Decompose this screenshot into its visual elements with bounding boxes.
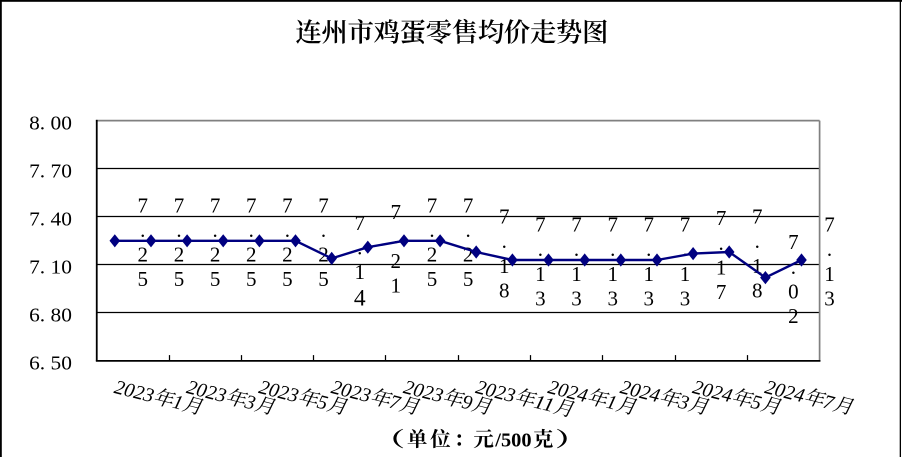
svg-text:.: . [791,255,796,279]
svg-text:.: . [755,229,760,253]
svg-text:7: 7 [427,193,438,217]
svg-text:1: 1 [752,254,763,278]
svg-text:.: . [646,237,651,261]
svg-text:7: 7 [571,213,582,237]
svg-text:7: 7 [716,280,727,304]
svg-text:3: 3 [824,286,835,310]
svg-text:.: . [538,237,543,261]
svg-text:3: 3 [242,391,258,415]
svg-text:7: 7 [499,205,510,229]
svg-text:2: 2 [138,243,149,267]
svg-text:7: 7 [138,193,149,217]
svg-text:7: 7 [210,193,221,217]
svg-text:1: 1 [391,274,402,298]
svg-text:3: 3 [675,391,691,415]
svg-text:.: . [429,218,434,242]
svg-text:2: 2 [391,249,402,273]
svg-text:7. 70: 7. 70 [29,160,72,182]
svg-text:.: . [249,218,254,242]
svg-text:1: 1 [824,262,835,286]
svg-text:1: 1 [571,262,582,286]
svg-text:7: 7 [716,206,727,230]
svg-text:2: 2 [246,243,257,267]
svg-text:7: 7 [535,213,546,237]
svg-text:.: . [827,237,832,261]
svg-text:3: 3 [535,286,546,310]
svg-text:1: 1 [716,255,727,279]
svg-text:3: 3 [644,286,655,310]
svg-text:7: 7 [788,230,799,254]
svg-text:4: 4 [354,286,366,312]
svg-text:5: 5 [282,267,293,291]
svg-text:2: 2 [463,243,474,267]
svg-text:7. 10: 7. 10 [29,257,72,279]
svg-text:7: 7 [752,205,763,229]
svg-text:2: 2 [210,243,221,267]
svg-text:0: 0 [788,279,799,303]
svg-text:5: 5 [427,267,438,291]
svg-text:7: 7 [463,193,474,217]
svg-text:7: 7 [246,193,257,217]
svg-text:5: 5 [318,267,329,291]
svg-text:7: 7 [282,193,293,217]
svg-text:.: . [502,229,507,253]
svg-text:.: . [357,236,362,260]
svg-text:2: 2 [174,243,185,267]
svg-text:3: 3 [607,286,618,310]
svg-text:6. 80: 6. 80 [29,305,72,327]
svg-text:8. 00: 8. 00 [29,112,72,134]
svg-text:1: 1 [680,262,691,286]
svg-text:7: 7 [680,213,691,237]
svg-text:1: 1 [499,254,510,278]
svg-text:2: 2 [282,243,293,267]
svg-text:.: . [321,218,326,242]
svg-text:7. 40: 7. 40 [29,208,72,230]
svg-text:6. 50: 6. 50 [29,353,72,375]
svg-text:5: 5 [210,267,221,291]
svg-text:/500: /500 [494,429,531,451]
svg-text:2: 2 [788,304,799,328]
svg-text:2: 2 [427,243,438,267]
svg-text:.: . [393,224,398,248]
svg-text:7: 7 [318,193,329,217]
svg-text:.: . [140,218,145,242]
svg-text:.: . [212,218,217,242]
svg-text:8: 8 [499,278,510,302]
svg-text:7: 7 [644,213,655,237]
svg-text:5: 5 [138,267,149,291]
svg-text:5: 5 [246,267,257,291]
svg-text:7: 7 [391,200,402,224]
svg-text:.: . [682,237,687,261]
svg-text:5: 5 [463,267,474,291]
svg-text:.: . [718,231,723,255]
svg-text:7: 7 [174,193,185,217]
svg-text:1: 1 [607,262,618,286]
svg-text:.: . [610,237,615,261]
svg-text:1: 1 [354,260,365,284]
svg-text:3: 3 [571,286,582,310]
svg-text:5: 5 [174,267,185,291]
svg-text:.: . [176,218,181,242]
svg-text:1: 1 [535,262,546,286]
svg-text:7: 7 [824,213,835,237]
svg-text:.: . [285,218,290,242]
svg-text:1: 1 [644,262,655,286]
svg-text:.: . [574,237,579,261]
svg-text:3: 3 [680,286,691,310]
svg-text:8: 8 [752,278,763,302]
svg-text:7: 7 [354,211,365,235]
svg-text:7: 7 [607,213,618,237]
svg-text:.: . [465,218,470,242]
